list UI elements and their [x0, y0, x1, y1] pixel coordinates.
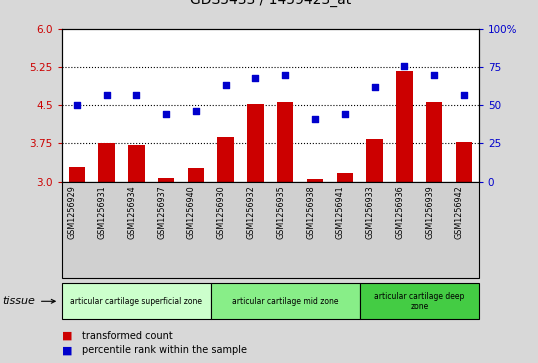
Point: [251, 75, 260, 81]
Text: GSM1256941: GSM1256941: [336, 185, 345, 239]
Text: percentile rank within the sample: percentile rank within the sample: [82, 345, 247, 355]
Text: GSM1256938: GSM1256938: [306, 185, 315, 239]
Bar: [158, 179, 174, 182]
Text: GSM1256940: GSM1256940: [187, 185, 196, 239]
Point: [370, 84, 379, 90]
Text: GSM1256936: GSM1256936: [395, 185, 405, 239]
Point: [73, 102, 81, 108]
Point: [102, 92, 111, 98]
Point: [221, 82, 230, 88]
Bar: [366, 139, 383, 182]
Text: GSM1256929: GSM1256929: [68, 185, 77, 239]
Bar: [456, 142, 472, 182]
Point: [341, 111, 349, 117]
Text: GSM1256931: GSM1256931: [97, 185, 107, 239]
Text: ■: ■: [62, 345, 73, 355]
Point: [400, 63, 409, 69]
Text: GSM1256934: GSM1256934: [128, 185, 136, 239]
Bar: [128, 145, 145, 182]
Point: [132, 92, 140, 98]
Bar: [426, 102, 442, 182]
Text: GSM1256932: GSM1256932: [246, 185, 256, 239]
Bar: [277, 102, 293, 182]
Point: [192, 109, 200, 114]
Point: [430, 72, 438, 78]
Point: [281, 72, 289, 78]
Text: GSM1256937: GSM1256937: [157, 185, 166, 239]
Text: GSM1256942: GSM1256942: [455, 185, 464, 239]
Text: GSM1256935: GSM1256935: [276, 185, 285, 239]
Bar: [396, 71, 413, 182]
Text: articular cartilage mid zone: articular cartilage mid zone: [232, 297, 338, 306]
Text: GSM1256933: GSM1256933: [366, 185, 374, 239]
Text: GDS5433 / 1459423_at: GDS5433 / 1459423_at: [190, 0, 351, 7]
Point: [459, 92, 468, 98]
Bar: [98, 143, 115, 182]
Text: articular cartilage deep
zone: articular cartilage deep zone: [374, 291, 464, 311]
Bar: [307, 179, 323, 182]
Text: transformed count: transformed count: [82, 331, 173, 341]
Point: [311, 116, 320, 122]
Bar: [68, 167, 85, 182]
Bar: [337, 173, 353, 182]
Bar: [217, 137, 234, 182]
Text: GSM1256939: GSM1256939: [425, 185, 434, 239]
Text: ■: ■: [62, 331, 73, 341]
Bar: [188, 168, 204, 182]
Text: tissue: tissue: [3, 296, 36, 306]
Text: GSM1256930: GSM1256930: [217, 185, 225, 239]
Point: [162, 111, 171, 117]
Bar: [247, 104, 264, 182]
Text: articular cartilage superficial zone: articular cartilage superficial zone: [70, 297, 202, 306]
